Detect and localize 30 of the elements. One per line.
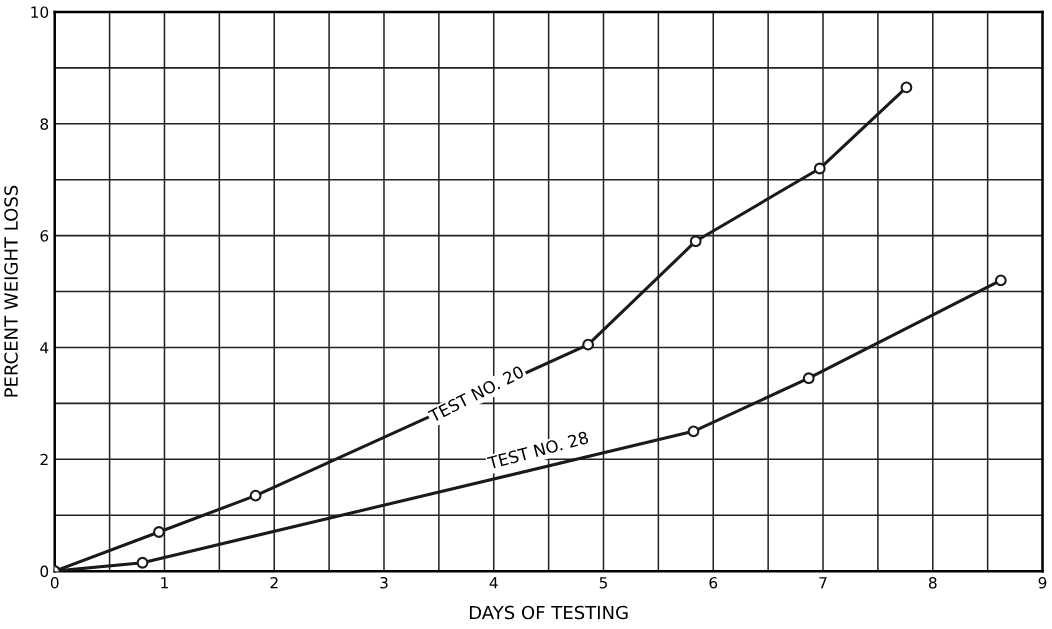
- y-axis-title: PERCENT WEIGHT LOSS: [4, 185, 18, 397]
- x-tick-label: 6: [709, 576, 718, 589]
- x-tick-label: 1: [161, 577, 168, 589]
- x-tick-label: 4: [489, 577, 498, 589]
- y-tick-label: 6: [40, 230, 49, 242]
- y-tick-label: 0: [40, 565, 49, 578]
- x-tick-label: 7: [819, 577, 827, 589]
- x-axis-title: DAYS OF TESTING: [469, 605, 628, 620]
- point: [249, 489, 262, 502]
- y-tick-label: 4: [40, 342, 49, 354]
- point: [813, 162, 826, 175]
- point: [153, 526, 165, 538]
- annotation: TEST NO. 20: [427, 365, 525, 423]
- point: [689, 235, 702, 248]
- point: [136, 556, 149, 569]
- point: [687, 425, 700, 438]
- x-tick-label: 5: [599, 577, 608, 589]
- y-tick-label: 2: [40, 453, 48, 466]
- x-tick-label: 8: [928, 576, 937, 589]
- point: [582, 338, 595, 351]
- point: [802, 372, 815, 385]
- x-tick-label: 3: [380, 576, 388, 589]
- point: [900, 81, 913, 94]
- y-tick-label: 8: [40, 118, 49, 130]
- x-tick-label: 0: [50, 576, 59, 589]
- point: [994, 274, 1007, 287]
- y-tick-label: 10: [31, 6, 49, 18]
- x-tick-label: 9: [1038, 576, 1047, 589]
- annotation: TEST NO. 28: [486, 430, 589, 470]
- x-tick-label: 2: [270, 576, 278, 589]
